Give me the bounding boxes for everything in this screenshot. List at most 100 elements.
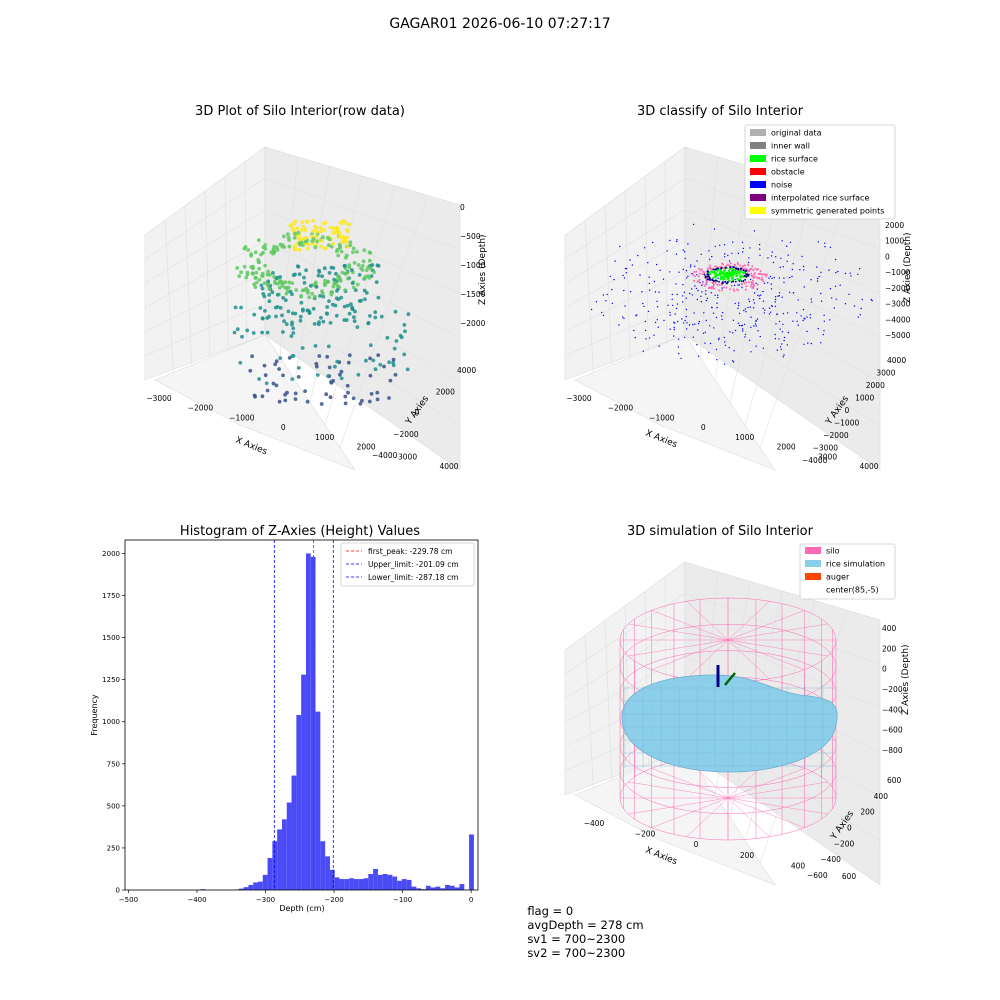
- legend-label: silo: [826, 547, 840, 556]
- wall-point: [756, 283, 759, 286]
- data-point: [344, 255, 348, 260]
- data-point: [312, 322, 317, 326]
- noise-point: [777, 295, 779, 297]
- data-point: [293, 231, 297, 236]
- noise-point: [759, 297, 761, 300]
- tick-label: 4000: [887, 356, 906, 365]
- wall-point: [761, 278, 764, 281]
- noise-point: [781, 343, 783, 345]
- tick-label: 0: [847, 824, 852, 833]
- data-point: [328, 321, 333, 325]
- noise-point: [759, 335, 761, 338]
- noise-point: [733, 350, 735, 352]
- noise-point: [803, 317, 805, 319]
- grid-line: [279, 156, 298, 358]
- noise-point: [753, 302, 756, 304]
- tick-label: 0: [694, 840, 699, 849]
- wall-point: [737, 263, 739, 266]
- rice-point: [735, 270, 738, 273]
- data-point: [297, 241, 302, 245]
- wall-point: [744, 267, 747, 270]
- data-point: [242, 264, 247, 269]
- noise-point: [853, 305, 856, 307]
- data-point: [392, 346, 397, 351]
- noise-point: [782, 312, 785, 315]
- data-point: [311, 229, 316, 233]
- noise-point: [753, 292, 756, 294]
- grid-line: [244, 161, 247, 343]
- data-point: [245, 328, 250, 333]
- tick-label: −500: [460, 232, 481, 241]
- wall-point: [721, 262, 724, 265]
- rice-point: [731, 273, 734, 276]
- noise-point: [778, 338, 780, 340]
- legend-swatch: [750, 194, 766, 201]
- silo-spoke: [727, 797, 770, 837]
- noise-point: [697, 289, 699, 292]
- data-point: [267, 299, 272, 304]
- noise-point: [685, 297, 687, 299]
- tick-label: 0: [845, 406, 850, 415]
- legend-swatch: [750, 142, 766, 149]
- data-point: [325, 236, 330, 240]
- noise-point: [696, 344, 698, 346]
- noise-point: [738, 284, 740, 286]
- noise-point: [750, 351, 752, 353]
- noise-point: [762, 347, 765, 349]
- noise-point: [738, 324, 741, 327]
- data-point: [369, 392, 374, 396]
- data-point: [325, 354, 330, 359]
- noise-point: [656, 300, 658, 303]
- data-point: [289, 334, 294, 338]
- data-point: [329, 290, 334, 295]
- noise-point: [757, 294, 759, 296]
- noise-point: [829, 319, 831, 321]
- tick-label: 0: [281, 423, 286, 432]
- wall-point: [723, 286, 725, 289]
- data-point: [296, 264, 301, 269]
- noise-point: [767, 257, 769, 259]
- wall-point: [759, 272, 762, 275]
- noise-point: [693, 312, 695, 314]
- noise-point: [675, 240, 678, 243]
- noise-point: [816, 266, 818, 268]
- noise-point: [644, 320, 647, 323]
- rice-simulation-surface: [621, 674, 838, 773]
- noise-point: [783, 339, 785, 342]
- wall-point: [754, 276, 757, 279]
- data-point: [263, 309, 267, 313]
- noise-point: [824, 246, 826, 248]
- data-point: [355, 325, 360, 329]
- noise-point: [712, 312, 715, 314]
- data-point: [278, 275, 283, 279]
- rice-point: [710, 270, 713, 273]
- classify-3d-plot: −3000 −2000 −1000 0 1000 2000 3000 4000 4000 300…: [564, 124, 913, 471]
- data-point: [253, 285, 258, 289]
- data-point: [270, 290, 275, 295]
- noise-point: [676, 239, 678, 241]
- noise-point: [787, 254, 789, 256]
- data-point: [353, 288, 358, 292]
- noise-point: [652, 241, 654, 244]
- silo-spoke: [727, 781, 828, 799]
- data-point: [371, 358, 376, 363]
- data-point: [360, 264, 365, 268]
- histogram-x-axis-label: Depth (cm): [279, 904, 324, 913]
- noise-point: [648, 282, 651, 285]
- edge-point: [730, 281, 733, 283]
- legend-swatch: [750, 168, 766, 175]
- legend-label: noise: [771, 181, 792, 190]
- data-point: [391, 357, 396, 362]
- wall-point: [729, 288, 732, 291]
- wall-point: [712, 287, 715, 290]
- data-point: [292, 236, 297, 240]
- noise-point: [614, 260, 616, 262]
- tick-label: 600: [842, 872, 857, 881]
- silo-spoke: [727, 797, 828, 815]
- grid-line: [564, 177, 881, 260]
- noise-point: [705, 290, 707, 292]
- histogram-bar: [416, 888, 422, 890]
- noise-point: [844, 303, 847, 305]
- data-point: [290, 322, 294, 327]
- edge-point: [716, 280, 718, 282]
